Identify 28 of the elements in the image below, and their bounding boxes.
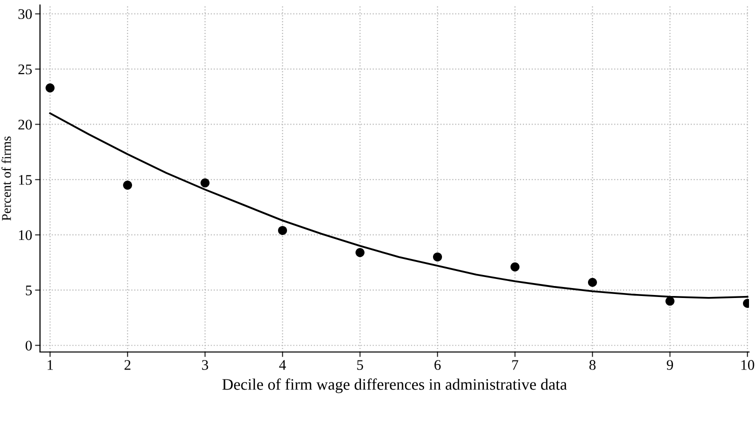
x-tick-label: 7 <box>512 360 518 370</box>
y-tick-label: 0 <box>26 340 32 351</box>
x-tick-label: 8 <box>589 360 596 370</box>
point <box>588 278 597 287</box>
point <box>510 262 520 272</box>
point <box>278 226 288 235</box>
x-tick-label: 5 <box>357 360 364 370</box>
y-tick-label: 10 <box>19 230 32 240</box>
x-tick-label: 1 <box>48 360 53 370</box>
point <box>123 180 132 190</box>
point <box>433 252 442 262</box>
x-tick-label: 4 <box>279 360 286 370</box>
x-tick-label: 10 <box>741 360 754 370</box>
y-tick-label: 25 <box>18 64 32 74</box>
x-tick-label: 2 <box>124 360 130 370</box>
y-tick-label: 15 <box>19 175 32 185</box>
y-tick-label: 20 <box>18 120 32 130</box>
x-tick-label: 9 <box>666 360 674 370</box>
point <box>665 296 674 306</box>
y-tick-label: 5 <box>26 286 32 296</box>
y-tick-label: 30 <box>18 9 32 20</box>
point <box>46 83 55 92</box>
x-tick-label: 6 <box>434 360 441 370</box>
x-tick-label: 3 <box>202 360 208 370</box>
x-axis-title: Decile of firm wage differences in administrative data <box>222 378 567 394</box>
point <box>356 248 365 258</box>
point <box>200 178 210 188</box>
y-axis-title: Percent of firms <box>2 136 11 221</box>
